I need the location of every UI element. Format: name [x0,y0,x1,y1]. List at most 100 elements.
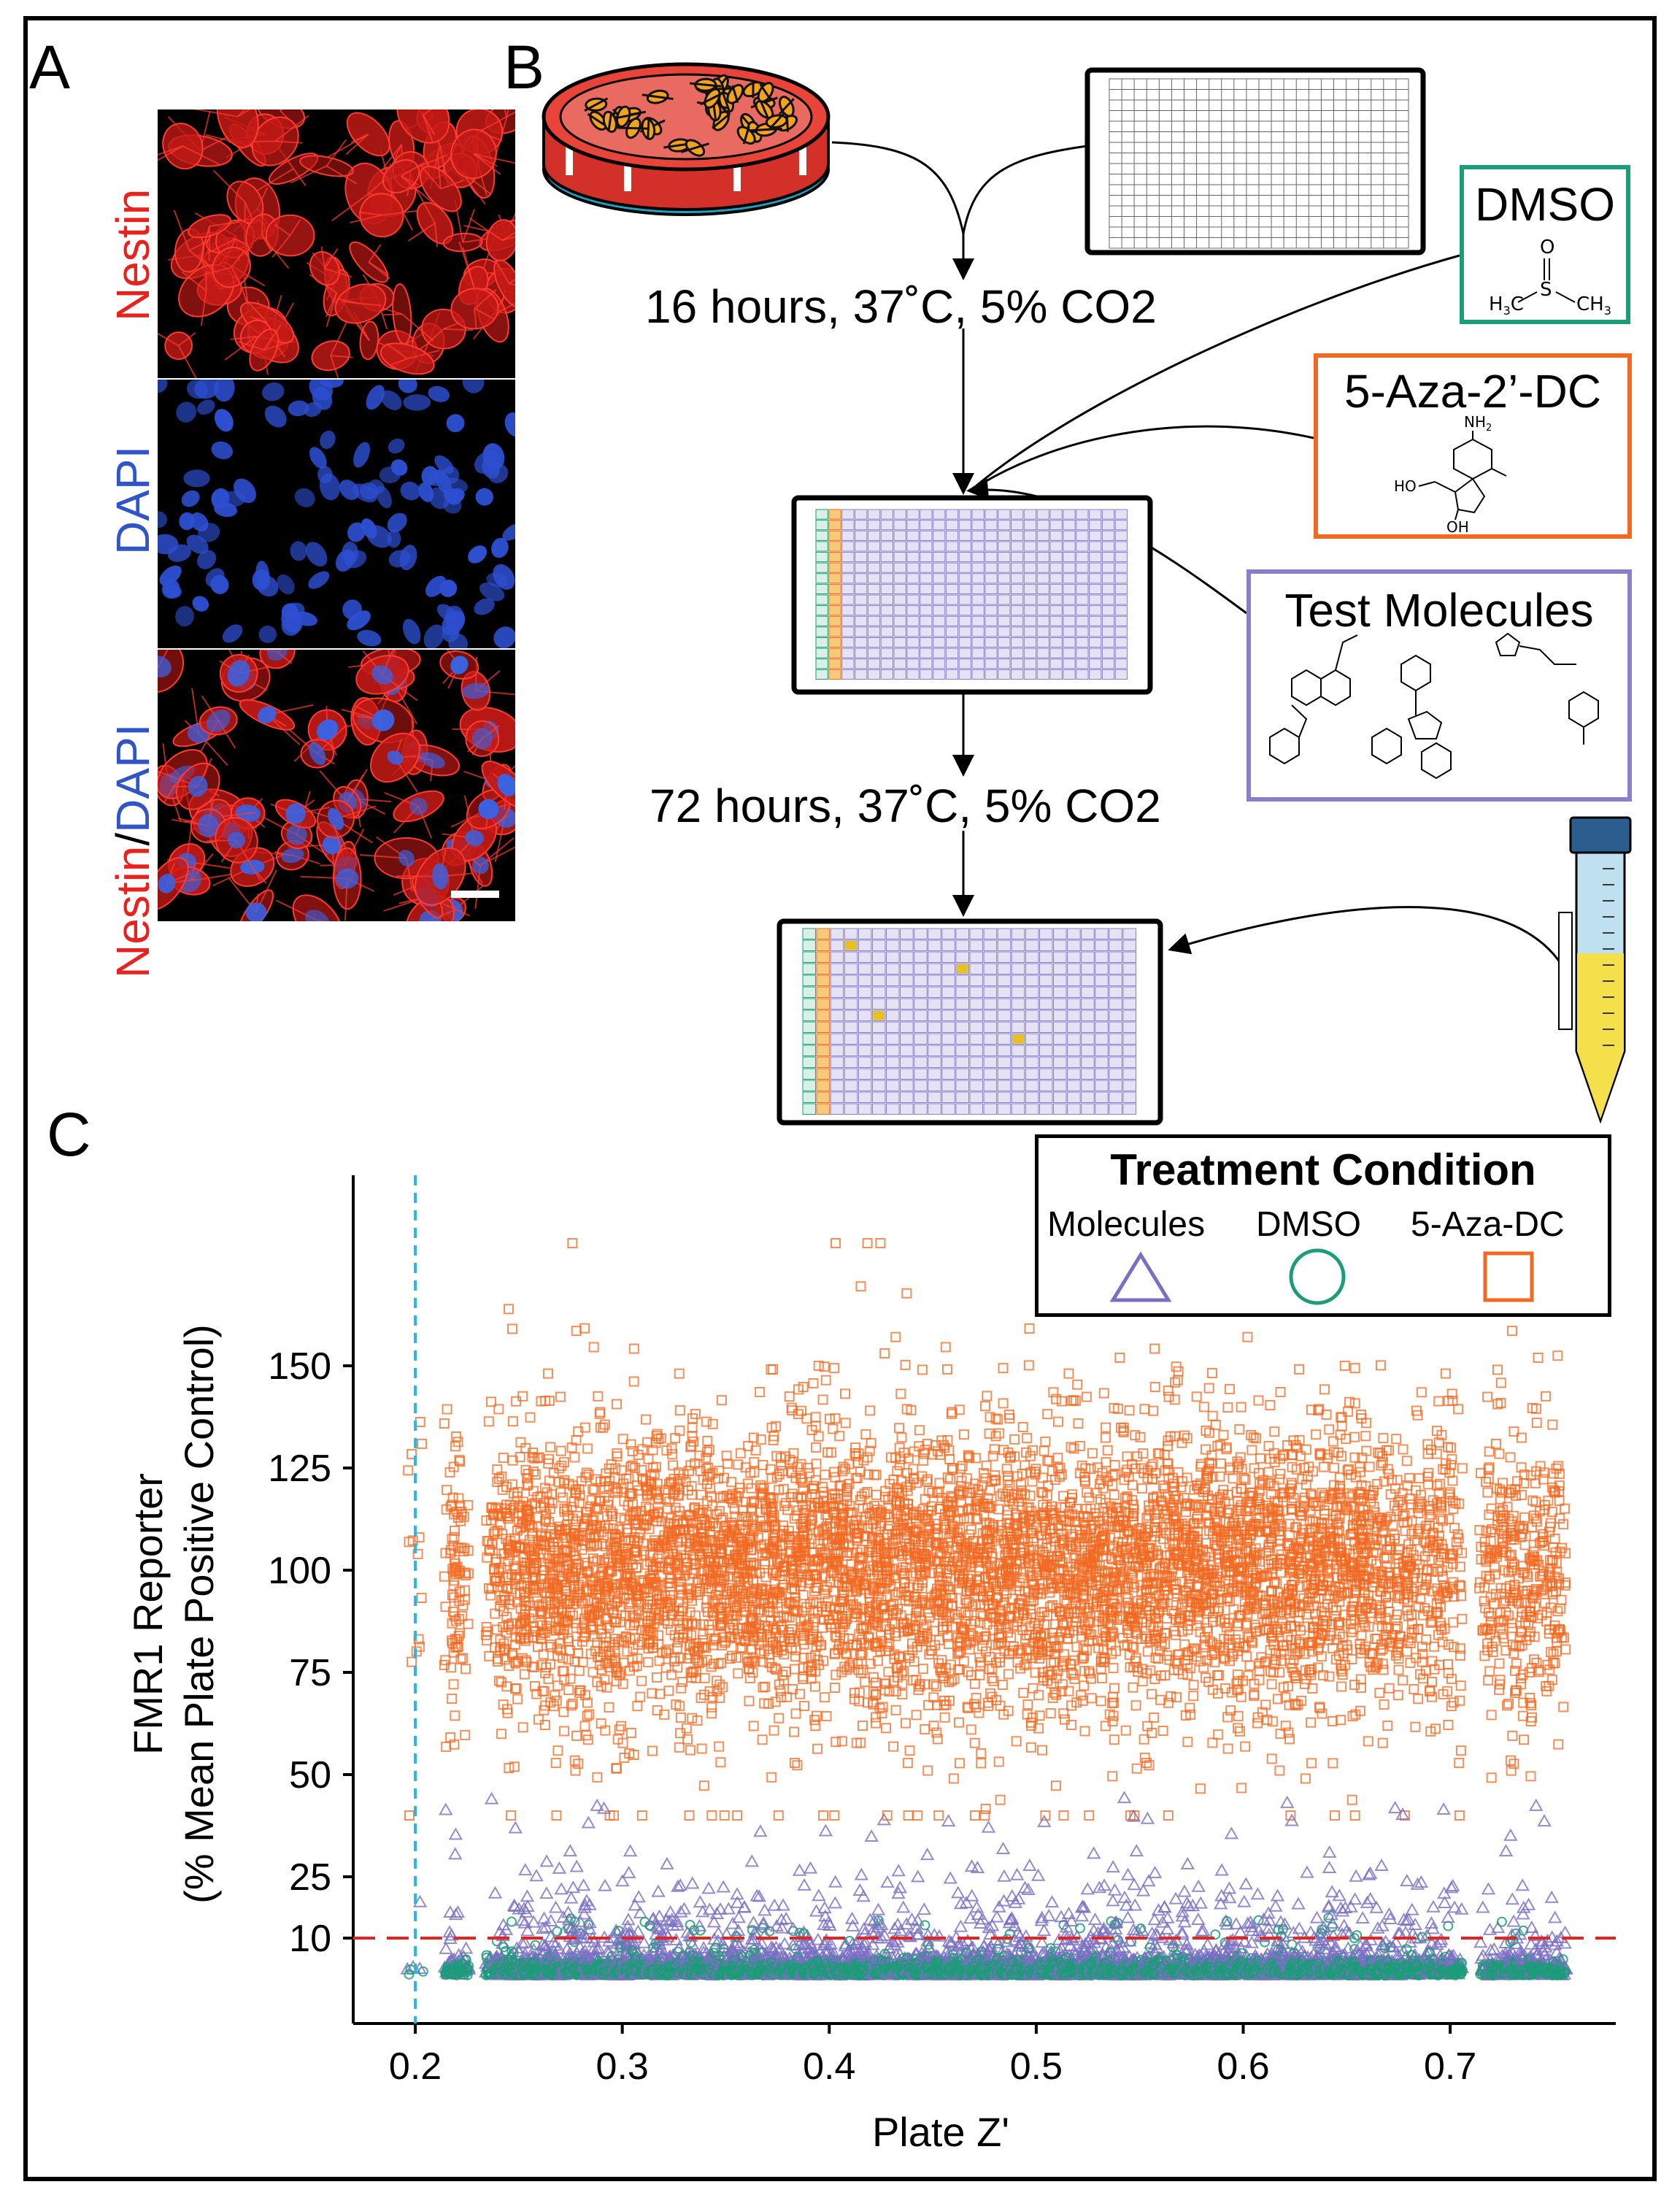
cell-process [326,165,358,185]
cell-process [255,168,294,192]
aza-point [404,1810,415,1821]
cell-process [501,236,515,242]
nucleus [423,624,444,648]
molecule-point [563,1844,578,1857]
cell-process [173,210,190,251]
cell-process [382,313,402,316]
cell-process [473,153,498,167]
nucleus [376,485,392,509]
cell-process [422,115,434,142]
molecule-point [484,1791,499,1805]
aza-point [579,1323,590,1334]
cell-body [396,109,450,144]
aza-point [484,1650,495,1661]
molecule-point [693,1895,708,1908]
aza-point [636,1675,647,1686]
cell-process [182,145,220,166]
cell-process [419,164,442,190]
aza-point [663,1686,674,1696]
aza-point [592,1772,603,1783]
aza-point [567,1238,578,1248]
aza-point [539,1720,550,1731]
molecule-point [660,1856,674,1869]
nucleus [474,598,495,615]
cell-process [474,288,497,310]
aza-point [551,1810,562,1821]
nucleus [192,596,209,612]
cell-process [401,175,419,185]
cell-process [200,291,207,326]
nucleus [462,380,485,393]
nucleus [353,442,371,468]
aza-point [716,1395,727,1406]
cell-process [474,308,477,330]
cell-process [209,221,239,227]
molecule-point [439,1941,453,1954]
cell-process [199,226,210,266]
nucleus [475,488,494,506]
aza-point [611,1763,622,1774]
nucleus [222,624,243,643]
cell-process [325,139,347,167]
aza-point [525,1412,536,1423]
cell-process [239,341,265,351]
cell-process [407,222,436,242]
cell-process [458,241,474,286]
aza-point [674,1742,685,1753]
cell-process [382,144,403,169]
aza-point [652,1672,663,1683]
nucleus [493,626,515,648]
cell-process [200,136,228,152]
molecule-point [508,1821,523,1834]
aza-point [617,1678,628,1689]
aza-point [506,1323,517,1334]
cell-process [358,211,382,216]
nucleus [262,382,285,401]
aza-point [695,1692,706,1703]
nucleus [360,482,379,500]
nucleus [211,441,233,460]
aza-point [569,1452,580,1463]
nestin-micrograph [158,109,515,378]
molecule-point [621,1865,636,1878]
cell-process [158,145,183,161]
molecule-point [448,1827,463,1840]
molecule-point [552,1861,567,1874]
aza-point [706,1702,717,1713]
cell-process [368,244,382,263]
nucleus [446,414,465,433]
nucleus [158,511,168,528]
aza-point [569,1755,580,1766]
aza-point [512,1694,523,1705]
nucleus [468,545,488,564]
aza-point [517,1722,528,1733]
cell-process [188,240,208,252]
cell-process [509,278,515,285]
cell-process [474,308,495,320]
molecule-point [448,1847,463,1860]
aza-point [507,1416,518,1427]
aza-point [506,1810,517,1821]
aza-point [406,1656,417,1667]
cell-process [506,109,509,119]
aza-point [571,1730,582,1741]
cell-process [324,267,352,278]
aza-point [550,1758,561,1769]
nucleus [176,401,197,423]
dapi-micrograph [158,380,515,648]
nucleus [400,481,421,501]
aza-point [715,1757,726,1768]
molecule-point [701,1881,716,1894]
nucleus [428,385,450,402]
cell-body [309,251,340,286]
nucleus [194,380,220,399]
aza-point [403,1465,414,1476]
aza-point [563,1685,574,1696]
aza-point [416,1592,427,1603]
nucleus [434,455,454,474]
nucleus [366,385,385,410]
molecule-point [598,1878,612,1891]
chart-points [400,1238,1573,1980]
cell-process [345,134,369,155]
